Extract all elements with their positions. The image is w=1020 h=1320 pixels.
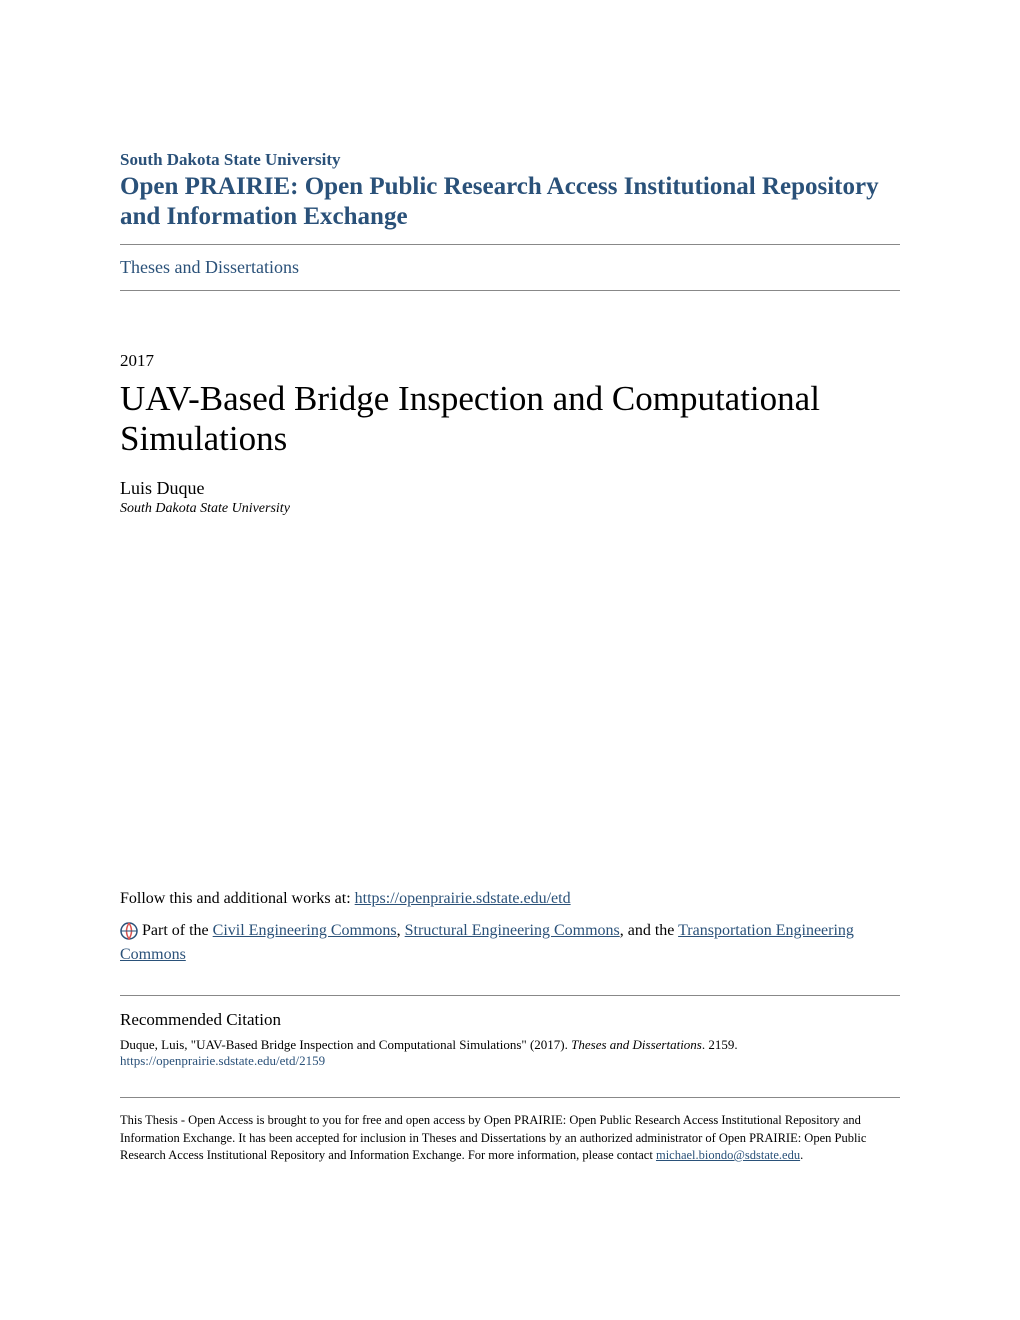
paper-title: UAV-Based Bridge Inspection and Computat…	[120, 379, 900, 460]
citation-part-2: . 2159.	[702, 1037, 738, 1052]
follow-section: Follow this and additional works at: htt…	[120, 887, 900, 967]
citation-part-1: Duque, Luis, "UAV-Based Bridge Inspectio…	[120, 1037, 571, 1052]
network-icon	[120, 922, 138, 940]
collection-link[interactable]: Theses and Dissertations	[120, 257, 900, 278]
citation-link[interactable]: https://openprairie.sdstate.edu/etd/2159	[120, 1053, 900, 1069]
institution-name[interactable]: South Dakota State University	[120, 150, 900, 170]
publication-year: 2017	[120, 351, 900, 371]
footer-text: This Thesis - Open Access is brought to …	[120, 1112, 900, 1165]
citation-italic: Theses and Dissertations	[571, 1037, 702, 1052]
footer-section: This Thesis - Open Access is brought to …	[120, 1097, 900, 1165]
header-block: South Dakota State University Open PRAIR…	[120, 150, 900, 232]
sep-1: ,	[397, 922, 405, 939]
part-of-line: Part of the Civil Engineering Commons, S…	[120, 919, 900, 967]
sep-2: , and the	[620, 922, 678, 939]
commons-link-2[interactable]: Structural Engineering Commons	[405, 922, 620, 939]
part-of-prefix: Part of the	[142, 922, 213, 939]
citation-heading: Recommended Citation	[120, 1010, 900, 1030]
repository-name[interactable]: Open PRAIRIE: Open Public Research Acces…	[120, 172, 900, 232]
commons-link-1[interactable]: Civil Engineering Commons	[213, 922, 397, 939]
follow-prefix: Follow this and additional works at:	[120, 890, 355, 907]
follow-url-link[interactable]: https://openprairie.sdstate.edu/etd	[355, 890, 571, 907]
divider-bottom	[120, 290, 900, 291]
citation-section: Recommended Citation Duque, Luis, "UAV-B…	[120, 995, 900, 1070]
author-name: Luis Duque	[120, 478, 900, 499]
citation-text: Duque, Luis, "UAV-Based Bridge Inspectio…	[120, 1036, 900, 1054]
follow-line: Follow this and additional works at: htt…	[120, 887, 900, 911]
divider-top	[120, 244, 900, 245]
footer-part-2: .	[800, 1148, 803, 1162]
author-affiliation: South Dakota State University	[120, 501, 900, 517]
footer-email-link[interactable]: michael.biondo@sdstate.edu	[656, 1148, 800, 1162]
